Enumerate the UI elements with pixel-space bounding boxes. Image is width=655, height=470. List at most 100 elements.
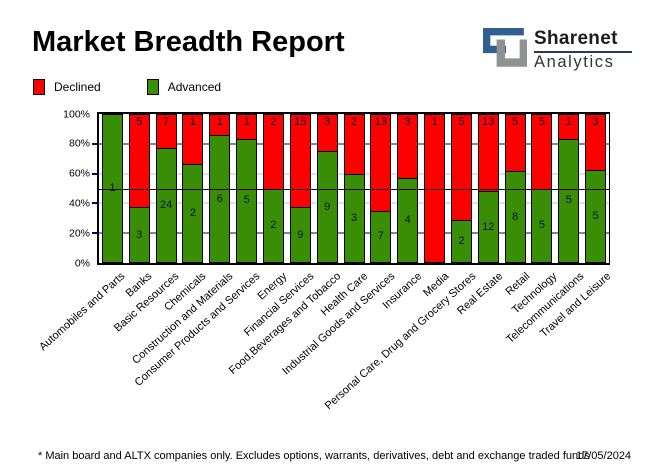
advanced-value-label: 5: [538, 219, 545, 232]
bar-segment-advanced: 8: [504, 171, 526, 263]
legend-item-declined: Declined: [33, 79, 101, 95]
logo-divider: [534, 50, 632, 53]
advanced-value-label: 5: [243, 194, 250, 207]
advanced-value-label: 12: [482, 220, 495, 233]
legend-swatch-declined: [33, 79, 45, 95]
chart-plot-area: 100%80%60%40%20%0%1537241216152215939231…: [63, 109, 610, 268]
stacked-bar: 13 7: [370, 114, 392, 263]
bar-segment-advanced: 5: [585, 169, 607, 263]
bar-segment-advanced: 5: [531, 188, 553, 263]
declined-value-label: 3: [404, 116, 411, 128]
advanced-value-label: 24: [159, 198, 173, 211]
advanced-value-label: 2: [189, 206, 197, 219]
legend-label: Declined: [54, 80, 101, 94]
logo-division: Analytics: [534, 52, 615, 71]
y-axis-tick-label: 0%: [74, 256, 90, 269]
bar-segment-declined: 3: [316, 114, 338, 152]
declined-value-label: 5: [538, 116, 545, 128]
declined-value-label: 15: [294, 116, 307, 128]
declined-value-label: 1: [243, 116, 250, 128]
bar-segment-declined: 5: [450, 114, 472, 221]
advanced-value-label: 3: [350, 211, 358, 224]
declined-value-label: 5: [136, 116, 143, 128]
declined-value-label: 2: [350, 116, 358, 128]
y-axis-tick-mark: [92, 232, 99, 235]
declined-value-label: 1: [565, 116, 572, 128]
bar-segment-declined: 2: [343, 114, 365, 174]
bar-segment-advanced: 7: [370, 210, 392, 263]
y-axis-tick-label: 100%: [63, 107, 90, 120]
advanced-value-label: 3: [136, 228, 143, 241]
bar-segment-declined: 1: [209, 114, 231, 136]
declined-value-label: 1: [431, 116, 438, 128]
bar-slot: 15 9: [287, 114, 314, 263]
report-date: 17/05/2024: [576, 450, 632, 462]
bar-segment-declined: 1: [182, 114, 204, 164]
legend-item-advanced: Advanced: [146, 79, 221, 95]
bar-slot: 13 7: [367, 114, 394, 263]
y-axis-tick-mark: [92, 202, 99, 205]
sharenet-logo-icon: [483, 28, 527, 67]
bar-slot: 13 12: [475, 114, 502, 263]
advanced-value-label: 9: [297, 228, 304, 241]
bar-segment-declined: 13: [477, 114, 499, 192]
advanced-value-label: 4: [404, 213, 411, 226]
advanced-value-label: 7: [377, 230, 384, 243]
bar-segment-declined: 3: [585, 114, 607, 170]
logo-name: Sharenet: [534, 28, 618, 49]
declined-value-label: 1: [189, 116, 197, 128]
declined-value-label: 7: [163, 116, 170, 128]
bar-segment-advanced: 2: [262, 188, 284, 263]
bar-segment-advanced: 3: [128, 207, 150, 263]
y-axis-tick-mark: [92, 142, 99, 145]
declined-value-label: 13: [374, 116, 387, 128]
bar-segment-declined: 3: [397, 114, 419, 178]
bar-segment-advanced: 9: [289, 207, 311, 263]
declined-value-label: 1: [216, 116, 223, 128]
advanced-value-label: 6: [216, 192, 223, 205]
bar-segment-advanced: 2: [182, 163, 204, 263]
bar-segment-declined: 2: [262, 114, 284, 189]
declined-value-label: 5: [458, 116, 465, 128]
bar-segment-advanced: 5: [236, 138, 258, 263]
y-axis-tick-label: 80%: [68, 137, 90, 150]
sharenet-logo: Sharenet Analytics: [483, 28, 632, 72]
bar-segment-declined: 5: [128, 114, 150, 208]
bar-segment-declined: 15: [289, 114, 311, 208]
footnote: * Main board and ALTX companies only. Ex…: [38, 450, 590, 462]
declined-value-label: 3: [592, 116, 599, 128]
bar-segment-declined: 1: [236, 114, 258, 139]
bar-segment-declined: 5: [531, 114, 553, 189]
bar-segment-declined: 1: [558, 114, 580, 139]
chart-legend: Declined Advanced: [33, 79, 221, 95]
bar-slot: 7 24: [153, 114, 180, 263]
declined-value-label: 13: [482, 116, 495, 128]
declined-value-label: 2: [270, 116, 277, 128]
declined-value-label: 5: [512, 116, 519, 128]
y-axis-tick-label: 60%: [68, 167, 90, 180]
advanced-value-label: 9: [324, 200, 331, 213]
legend-swatch-advanced: [146, 79, 159, 95]
bar-segment-advanced: 3: [343, 173, 365, 263]
advanced-value-label: 2: [270, 219, 277, 232]
bar-segment-advanced: 6: [209, 135, 231, 263]
bar-segment-declined: 7: [155, 114, 177, 148]
stacked-bar: 15 9: [289, 114, 311, 263]
